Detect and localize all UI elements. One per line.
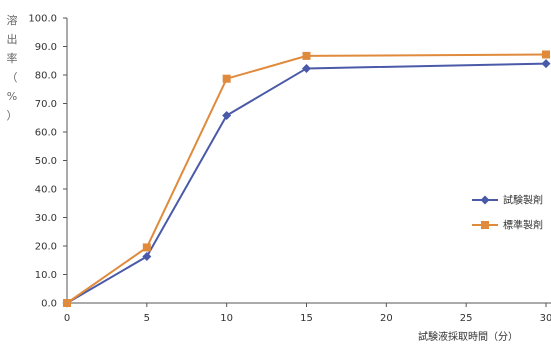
y-tick-label: 30.0 <box>35 213 57 224</box>
y-axis-label: 溶出率（%） <box>7 13 18 122</box>
series-line-2 <box>66 53 547 304</box>
x-tick-label: 25 <box>460 313 473 324</box>
x-tick-label: 15 <box>300 313 313 324</box>
x-axis-ticks: 0 5 10 15 20 25 30 <box>64 303 551 324</box>
y-tick-label: 70.0 <box>35 99 57 110</box>
y-tick-label: 50.0 <box>35 156 57 167</box>
y-axis-ticks: 0.0 10.0 20.0 30.0 40.0 50.0 60.0 70.0 80.0 90.0 1… <box>28 14 67 310</box>
y-axis-label-text: 溶出率（%） <box>7 13 18 122</box>
y-tick-label: 10.0 <box>35 270 57 281</box>
y-tick-label: 0.0 <box>41 299 57 310</box>
data-point-series-2 <box>542 50 550 59</box>
y-tick-label: 60.0 <box>35 128 57 139</box>
y-tick-label: 90.0 <box>35 42 57 53</box>
series-line-1 <box>66 62 547 304</box>
y-tick-label: 100.0 <box>28 14 57 25</box>
y-tick-label: 40.0 <box>35 185 57 196</box>
x-tick-label: 5 <box>144 313 150 324</box>
series-layer <box>62 50 551 308</box>
y-tick-label: 80.0 <box>35 71 57 82</box>
data-point-series-1 <box>302 63 311 73</box>
x-tick-label: 10 <box>220 313 233 324</box>
legend-label-1: 試験製剤 <box>503 194 543 207</box>
data-point-series-2 <box>142 243 151 252</box>
data-point-series-1 <box>541 59 551 69</box>
legend-marker-2 <box>481 221 489 229</box>
x-tick-label: 20 <box>380 313 393 324</box>
data-point-series-1 <box>222 110 232 120</box>
data-point-series-2 <box>222 74 231 83</box>
legend-label-2: 標準製剤 <box>503 219 543 232</box>
data-point-series-2 <box>63 299 71 307</box>
data-point-series-2 <box>302 51 311 60</box>
legend-marker-1 <box>480 195 490 205</box>
data-point-series-1 <box>142 252 152 262</box>
x-axis-label: 試験液採取時間（分） <box>418 330 518 343</box>
x-tick-label: 0 <box>64 313 70 324</box>
x-tick-label: 30 <box>540 313 551 324</box>
y-tick-label: 20.0 <box>35 242 57 253</box>
